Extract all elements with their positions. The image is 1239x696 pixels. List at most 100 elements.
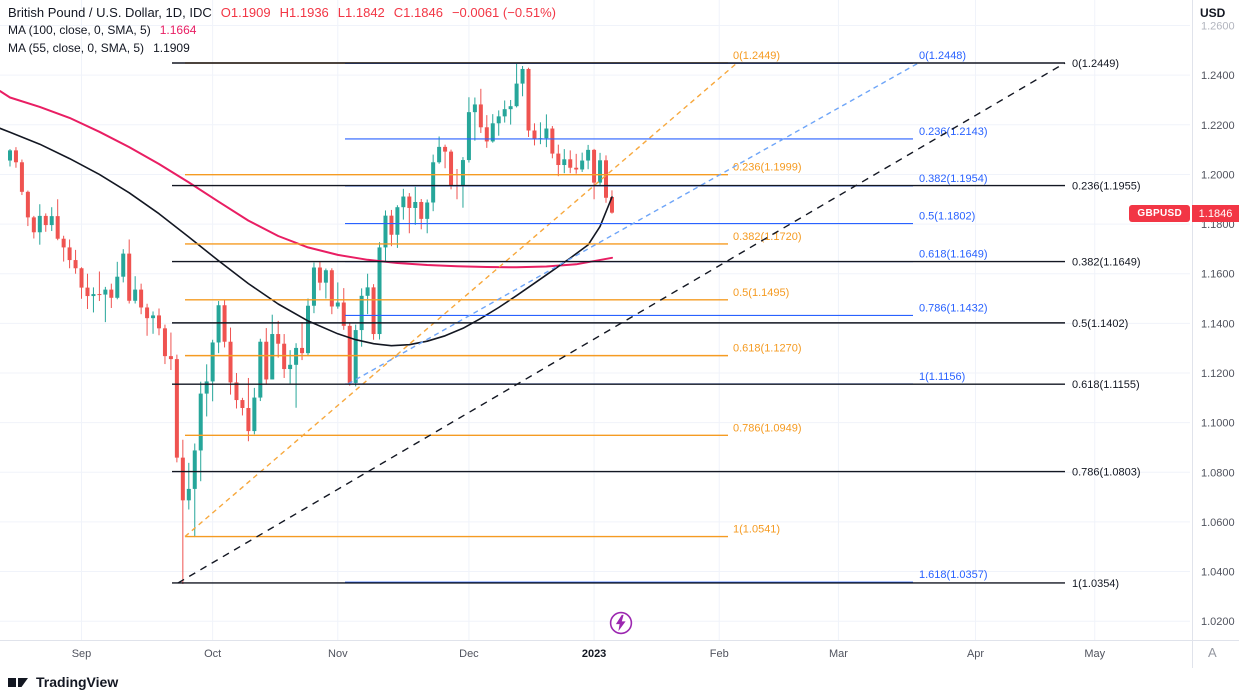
candle-body [115, 276, 120, 298]
candle-body [228, 341, 233, 383]
candle-body [449, 151, 454, 186]
fib-retracement-short-level-label: 0.786(1.0949) [733, 422, 802, 434]
candle-body [407, 196, 412, 208]
fib-retracement-medium-level-label: 0.618(1.1649) [919, 249, 988, 261]
candle-body [31, 217, 36, 233]
candle-body [61, 238, 66, 248]
candle-body [323, 270, 328, 283]
time-tick-label: May [1084, 648, 1105, 660]
fib-retracement-short-level-label: 0.5(1.1495) [733, 287, 789, 299]
tradingview-brand-link[interactable]: TradingView [36, 674, 119, 690]
candle-body [329, 270, 334, 307]
time-tick-label: Feb [710, 648, 729, 660]
candle-body [574, 167, 579, 170]
fib-retracement-long-level-label: 0.786(1.0803) [1072, 467, 1141, 479]
fib-retracement-long-level-label: 0.618(1.1155) [1072, 379, 1140, 391]
candle-body [19, 162, 24, 192]
candle-body [371, 287, 376, 335]
ma-55-line[interactable] [0, 127, 613, 347]
price-tick-label: 1.0200 [1201, 616, 1235, 628]
ma55-legend-row: MA (55, close, 0, SMA, 5) 1.1909 [8, 41, 556, 59]
candle-body [478, 104, 483, 128]
candle-body [204, 381, 209, 394]
fib-retracement-short-level-label: 0.618(1.1270) [733, 343, 802, 355]
ohlc-change: −0.0061 (−0.51%) [451, 5, 557, 20]
fib-retracement-long-level-label: 0.5(1.1402) [1072, 318, 1128, 330]
last-price-badge[interactable]: GBPUSD 1.1846 [1129, 205, 1239, 222]
fib-retracement-medium-level-label: 0.236(1.2143) [919, 126, 988, 138]
candle-body [162, 328, 167, 357]
candle-body [121, 253, 126, 277]
fib-retracement-short[interactable]: 0(1.2449) 0.236(1.1999) 0.382(1.1720) 0.5(1… [184, 50, 802, 538]
candle-body [103, 289, 108, 295]
price-axis[interactable] [1192, 0, 1239, 640]
fib-retracement-short-trendline[interactable] [184, 62, 738, 538]
candle-body [508, 106, 513, 110]
candle-body [210, 342, 215, 382]
candle-body [419, 201, 424, 219]
price-tick-label: 1.2400 [1201, 70, 1235, 82]
candle-body [353, 330, 358, 383]
ohlc-high: H1.1936 [279, 5, 329, 20]
candle-body [443, 146, 448, 152]
last-price-label[interactable]: 1.1846 [1192, 205, 1239, 222]
time-tick-label: 2023 [582, 648, 606, 660]
candle-body [598, 160, 603, 183]
candle-body [377, 247, 382, 335]
ohlc-open: O1.1909 [220, 5, 271, 20]
ma100-label[interactable]: MA (100, close, 0, SMA, 5) [8, 23, 151, 37]
candle-body [580, 160, 585, 170]
candle-body [294, 347, 299, 365]
candle-body [365, 287, 370, 296]
candle-body [609, 197, 614, 213]
candle-body [216, 305, 221, 343]
candle-body [288, 364, 293, 370]
symbol-chip[interactable]: GBPUSD [1129, 205, 1190, 222]
candle-body [472, 104, 477, 113]
candle-body [91, 294, 96, 297]
time-axis[interactable] [0, 640, 1192, 668]
candle-body [168, 356, 173, 360]
candle-body [246, 407, 251, 432]
axis-adjust-toggle[interactable]: A [1208, 645, 1217, 660]
ma55-label[interactable]: MA (55, close, 0, SMA, 5) [8, 41, 145, 55]
fib-retracement-long-level-label: 0(1.2449) [1072, 58, 1119, 70]
fib-retracement-medium[interactable]: 0(1.2448) 0.236(1.2143) 0.382(1.1954) 0.5(1… [345, 50, 988, 583]
fib-retracement-medium-level-label: 1.618(1.0357) [919, 569, 988, 581]
fib-retracement-short-level-label: 0(1.2449) [733, 50, 780, 62]
fib-retracement-long[interactable]: 0(1.2449) 0.236(1.1955) 0.382(1.1649) 0.5(1… [172, 58, 1141, 590]
candle-body [401, 196, 406, 208]
fib-retracement-medium-trendline[interactable] [347, 62, 919, 385]
ma55-value: 1.1909 [153, 41, 190, 55]
candle-body [252, 397, 257, 432]
time-tick-label: Nov [328, 648, 348, 660]
candle-body [270, 334, 275, 380]
candle-body [383, 215, 388, 248]
candle-body [359, 295, 364, 331]
symbol-title[interactable]: British Pound / U.S. Dollar, 1D, IDC [8, 5, 212, 20]
candle-body [490, 123, 495, 142]
time-tick-label: Dec [459, 648, 479, 660]
price-tick-label: 1.1000 [1201, 418, 1235, 430]
candle-body [466, 112, 471, 161]
fib-retracement-long-level-label: 1(1.0354) [1072, 578, 1119, 590]
price-tick-label: 1.1600 [1201, 269, 1235, 281]
tradingview-logo-icon[interactable] [8, 675, 29, 690]
price-tick-label: 1.1400 [1201, 318, 1235, 330]
candlestick-series[interactable] [8, 63, 614, 584]
candle-body [413, 201, 418, 208]
candle-body [264, 341, 269, 380]
price-tick-label: 1.0800 [1201, 467, 1235, 479]
economic-event-marker[interactable] [609, 611, 633, 635]
candle-body [79, 268, 84, 288]
candle-body [556, 153, 561, 166]
candle-body [73, 260, 78, 269]
candle-body [341, 302, 346, 326]
fib-retracement-long-trendline[interactable] [177, 62, 1066, 584]
time-tick-label: Oct [204, 648, 221, 660]
ma-100-line[interactable] [0, 90, 613, 269]
ma100-legend-row: MA (100, close, 0, SMA, 5) 1.1664 [8, 23, 556, 41]
fib-retracement-short-level-label: 0.236(1.1999) [733, 162, 802, 174]
price-tick-label: 1.1200 [1201, 368, 1235, 380]
